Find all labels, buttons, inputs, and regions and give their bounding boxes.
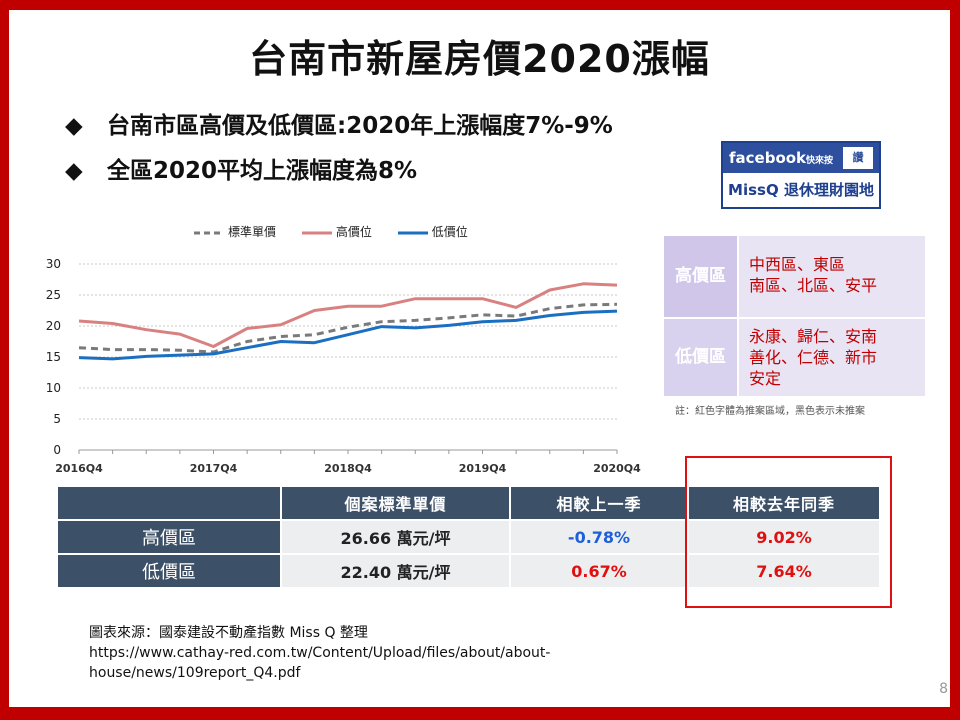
- price-table: 個案標準單價 相較上一季 相較去年同季 高價區 26.66 萬元/坪 -0.78…: [56, 485, 881, 589]
- price-line-chart: 0 5 10 15 20 25 30 2016Q4 2017Q4 2018Q4 2019Q4 2020…: [46, 257, 641, 475]
- cell-high-yoy: 9.02%: [689, 521, 879, 553]
- table-row: 高價區 26.66 萬元/坪 -0.78% 9.02%: [58, 521, 879, 553]
- diamond-bullet-icon: ◆: [65, 158, 83, 184]
- cell-low-price: 22.40 萬元/坪: [282, 555, 509, 587]
- zone-low-line: 安定: [749, 369, 782, 388]
- legend-swatch-standard: [194, 231, 224, 234]
- legend-item-low: 低價位: [397, 223, 468, 240]
- legend-swatch-low: [397, 231, 428, 234]
- chart-legend: 標準單價 高價位 低價位: [194, 223, 490, 240]
- zone-low-districts: 永康、歸仁、安南 善化、仁德、新市 安定: [739, 319, 925, 396]
- x-tick-label: 2020Q4: [593, 462, 641, 475]
- table-header-qoq: 相較上一季: [511, 487, 687, 519]
- row-label-high: 高價區: [58, 521, 280, 553]
- cell-low-yoy: 7.64%: [689, 555, 879, 587]
- x-tick-label: 2018Q4: [324, 462, 372, 475]
- y-tick-label: 5: [53, 412, 61, 426]
- thumbs-up-icon: 讚: [843, 147, 873, 169]
- bullet-1: ◆ 台南市區高價及低價區:2020年上漲幅度7%-9%: [65, 106, 613, 140]
- legend-label-high: 高價位: [335, 225, 372, 239]
- y-tick-label: 10: [46, 381, 61, 395]
- page-number: 8: [939, 681, 948, 697]
- zone-high-line: 南區、北區、安平: [749, 276, 878, 295]
- table-header-price: 個案標準單價: [282, 487, 509, 519]
- y-tick-label: 20: [46, 319, 61, 333]
- zone-note: 註：紅色字體為推案區域，黑色表示未推案: [675, 406, 865, 417]
- cell-low-qoq: 0.67%: [511, 555, 687, 587]
- zone-high-districts: 中西區、東區 南區、北區、安平: [739, 236, 925, 317]
- cell-high-price: 26.66 萬元/坪: [282, 521, 509, 553]
- facebook-tag: 快來按: [806, 156, 834, 166]
- y-tick-label: 25: [46, 288, 61, 302]
- x-tick-label: 2017Q4: [190, 462, 238, 475]
- facebook-page-name: MissQ 退休理財園地: [728, 181, 874, 199]
- facebook-badge[interactable]: facebook快來按 讚 MissQ 退休理財園地: [721, 141, 881, 209]
- zone-low-line: 善化、仁德、新市: [749, 348, 878, 367]
- table-header-yoy: 相較去年同季: [689, 487, 879, 519]
- legend-label-low: 低價位: [431, 225, 468, 239]
- highlight-box: [685, 456, 892, 608]
- series-line-standard: [78, 302, 618, 354]
- x-tick-label: 2016Q4: [55, 462, 103, 475]
- zone-high-line: 中西區、東區: [749, 255, 846, 274]
- bullet-1-text: 台南市區高價及低價區:2020年上漲幅度7%-9%: [107, 113, 613, 139]
- table-row: 低價區 22.40 萬元/坪 0.67% 7.64%: [58, 555, 879, 587]
- legend-swatch-high: [301, 231, 332, 234]
- y-tick-label: 30: [46, 257, 61, 271]
- facebook-brand: facebook: [729, 149, 807, 167]
- source-line: 圖表來源：國泰建設不動產指數 Miss Q 整理: [89, 625, 368, 641]
- y-tick-label: 15: [46, 350, 61, 364]
- legend-item-high: 高價位: [301, 223, 372, 240]
- source-url[interactable]: house/news/109report_Q4.pdf: [89, 665, 301, 681]
- legend-label-standard: 標準單價: [228, 225, 277, 239]
- source-url[interactable]: https://www.cathay-red.com.tw/Content/Up…: [89, 645, 551, 661]
- zone-high-label: 高價區: [664, 236, 737, 317]
- legend-item-standard: 標準單價: [194, 223, 276, 240]
- zone-table: 高價區 中西區、東區 南區、北區、安平 低價區 永康、歸仁、安南 善化、仁德、新…: [664, 236, 925, 396]
- series-line-low: [78, 309, 618, 361]
- table-header-row: 個案標準單價 相較上一季 相較去年同季: [58, 487, 879, 519]
- slide: 台南市新屋房價2020漲幅 ◆ 台南市區高價及低價區:2020年上漲幅度7%-9%…: [9, 10, 950, 707]
- bullet-2-text: 全區2020平均上漲幅度為8%: [107, 158, 418, 184]
- row-label-low: 低價區: [58, 555, 280, 587]
- zone-low-line: 永康、歸仁、安南: [749, 327, 878, 346]
- series-line-high: [78, 282, 618, 348]
- x-tick-label: 2019Q4: [459, 462, 507, 475]
- cell-high-qoq: -0.78%: [511, 521, 687, 553]
- diamond-bullet-icon: ◆: [65, 113, 83, 139]
- page-title: 台南市新屋房價2020漲幅: [249, 37, 710, 81]
- table-header-empty: [58, 487, 280, 519]
- y-tick-label: 0: [53, 443, 61, 457]
- zone-low-label: 低價區: [664, 319, 737, 396]
- source-note: 圖表來源：國泰建設不動產指數 Miss Q 整理 https://www.cat…: [89, 623, 649, 683]
- bullet-2: ◆ 全區2020平均上漲幅度為8%: [65, 151, 417, 185]
